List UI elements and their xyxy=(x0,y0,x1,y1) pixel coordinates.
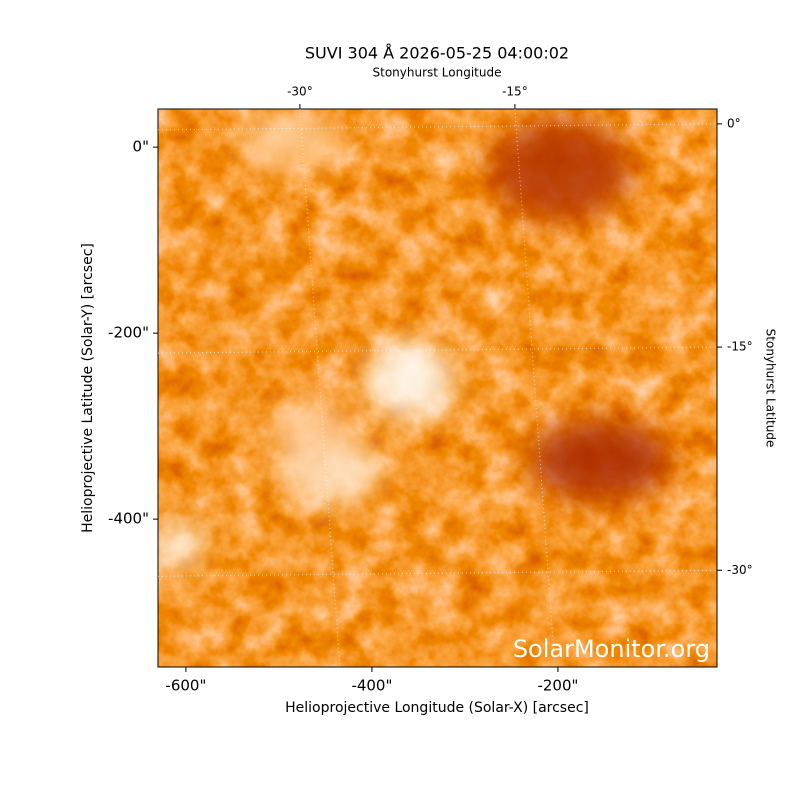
x-axis-label: Helioprojective Longitude (Solar-X) [arc… xyxy=(285,700,589,716)
y2-tick-label: -15° xyxy=(727,340,753,354)
x-tick-label: -400" xyxy=(351,677,392,695)
solar-image xyxy=(158,109,717,667)
y-axis-label: Helioprojective Latitude (Solar-Y) [arcs… xyxy=(80,243,96,533)
y2-axis-label: Stonyhurst Latitude xyxy=(764,329,778,448)
chart-title: SUVI 304 Å 2026-05-25 04:00:02 xyxy=(305,44,569,63)
x2-axis-label: Stonyhurst Longitude xyxy=(373,66,502,80)
y-tick-label: 0" xyxy=(133,138,149,156)
x2-tick-label: -30° xyxy=(287,85,313,99)
y-tick-label: -400" xyxy=(108,510,149,528)
watermark: SolarMonitor.org xyxy=(513,635,710,663)
axes-frame xyxy=(157,108,718,668)
y-tick-label: -200" xyxy=(108,324,149,342)
x2-tick-label: -15° xyxy=(502,85,528,99)
x-tick-label: -600" xyxy=(165,677,206,695)
y2-tick-label: 0° xyxy=(727,116,741,130)
x-tick-label: -200" xyxy=(537,677,578,695)
y2-tick-label: -30° xyxy=(727,563,753,577)
